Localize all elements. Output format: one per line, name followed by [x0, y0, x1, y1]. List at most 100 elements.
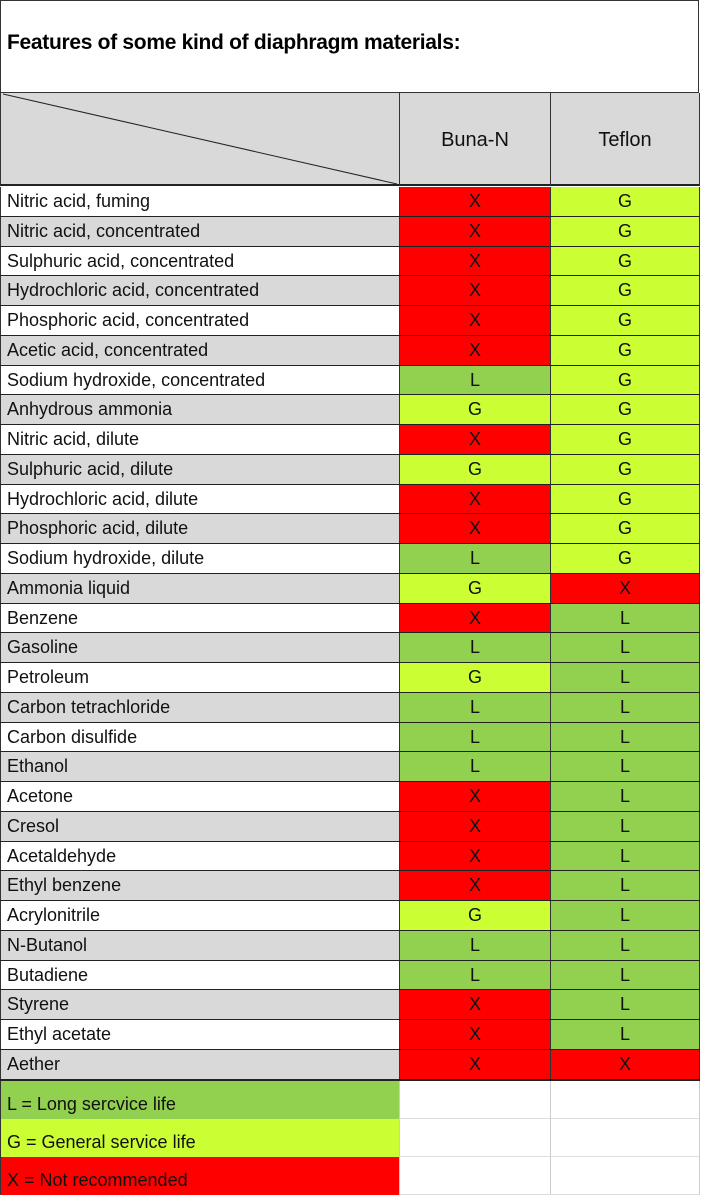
rating-buna-n: X — [399, 841, 550, 871]
rating-teflon: G — [550, 335, 700, 365]
column-header-teflon: Teflon — [550, 93, 700, 186]
chemical-name: Gasoline — [0, 633, 399, 662]
legend-row: L = Long sercvice life — [0, 1081, 700, 1119]
rating-buna-n: X — [399, 782, 550, 811]
rating-teflon: G — [550, 246, 700, 276]
chemical-name: Nitric acid, dilute — [0, 425, 399, 454]
rating-buna-n: L — [399, 960, 550, 990]
chemical-name: Ammonia liquid — [0, 573, 399, 603]
rating-teflon: L — [550, 692, 700, 722]
rating-buna-n: X — [399, 187, 550, 216]
rating-buna-n: X — [399, 425, 550, 454]
empty-cell — [550, 1081, 700, 1119]
chemical-name: Nitric acid, concentrated — [0, 216, 399, 246]
chemical-name: Styrene — [0, 990, 399, 1019]
table-row: N-Butanol L L — [0, 930, 700, 961]
rating-teflon: L — [550, 752, 700, 781]
chemical-name: N-Butanol — [0, 930, 399, 960]
rating-teflon: L — [550, 930, 700, 960]
rating-buna-n: X — [399, 276, 550, 305]
rating-buna-n: X — [399, 871, 550, 900]
rating-buna-n: X — [399, 811, 550, 841]
empty-cell — [399, 1081, 550, 1119]
rating-buna-n: G — [399, 573, 550, 603]
column-header-buna-n: Buna-N — [399, 93, 550, 186]
table-row: Styrene X L — [0, 990, 700, 1020]
table-row: Cresol X L — [0, 811, 700, 842]
empty-cell — [550, 1119, 700, 1157]
rating-buna-n: L — [399, 752, 550, 781]
table-row: Sulphuric acid, dilute G G — [0, 454, 700, 485]
rating-teflon: L — [550, 633, 700, 662]
rating-teflon: G — [550, 544, 700, 573]
rating-buna-n: X — [399, 484, 550, 514]
chemical-name: Carbon tetrachloride — [0, 692, 399, 722]
chemical-name: Sodium hydroxide, dilute — [0, 544, 399, 573]
rating-buna-n: G — [399, 395, 550, 424]
chemical-name: Ethyl acetate — [0, 1020, 399, 1049]
diagonal-divider-line — [2, 93, 398, 184]
rating-teflon: X — [550, 1049, 700, 1079]
chemical-name: Sulphuric acid, concentrated — [0, 246, 399, 276]
rating-buna-n: X — [399, 603, 550, 633]
table-title-cell: Features of some kind of diaphragm mater… — [0, 0, 699, 94]
table-row: Carbon disulfide L L — [0, 722, 700, 753]
rating-buna-n: G — [399, 454, 550, 484]
chemical-name: Acetone — [0, 782, 399, 811]
chemical-name: Petroleum — [0, 663, 399, 692]
table-row: Phosphoric acid, concentrated X G — [0, 306, 700, 336]
chemical-name: Carbon disulfide — [0, 722, 399, 752]
rating-buna-n: X — [399, 246, 550, 276]
rating-teflon: L — [550, 722, 700, 752]
chemical-name: Sodium hydroxide, concentrated — [0, 365, 399, 395]
rating-teflon: G — [550, 395, 700, 424]
rating-teflon: G — [550, 454, 700, 484]
rating-buna-n: L — [399, 365, 550, 395]
legend-label: X = Not recommended — [0, 1157, 399, 1195]
legend: L = Long sercvice life G = General servic… — [0, 1079, 700, 1195]
legend-row: G = General service life — [0, 1119, 700, 1157]
chemical-name: Benzene — [0, 603, 399, 633]
table-row: Sodium hydroxide, concentrated L G — [0, 365, 700, 396]
empty-cell — [550, 1157, 700, 1195]
chemical-name: Anhydrous ammonia — [0, 395, 399, 424]
rating-buna-n: L — [399, 633, 550, 662]
table-row: Petroleum G L — [0, 663, 700, 693]
table-title: Features of some kind of diaphragm mater… — [7, 31, 461, 54]
table-row: Ethanol L L — [0, 752, 700, 782]
chemical-name: Acrylonitrile — [0, 901, 399, 930]
table-row: Acetone X L — [0, 782, 700, 812]
legend-label: G = General service life — [0, 1119, 399, 1157]
table-row: Ethyl acetate X L — [0, 1020, 700, 1050]
table-body: Nitric acid, fuming X G Nitric acid, concen… — [0, 187, 700, 1080]
rating-buna-n: X — [399, 216, 550, 246]
rating-teflon: G — [550, 276, 700, 305]
table-row: Hydrochloric acid, dilute X G — [0, 484, 700, 515]
rating-buna-n: L — [399, 930, 550, 960]
rating-teflon: L — [550, 811, 700, 841]
table-row: Sodium hydroxide, dilute L G — [0, 544, 700, 574]
rating-teflon: L — [550, 990, 700, 1019]
chemical-name: Acetaldehyde — [0, 841, 399, 871]
rating-buna-n: L — [399, 722, 550, 752]
chemical-name: Aether — [0, 1049, 399, 1079]
table-row: Anhydrous ammonia G G — [0, 395, 700, 425]
rating-teflon: L — [550, 1020, 700, 1049]
rating-teflon: L — [550, 871, 700, 900]
rating-teflon: G — [550, 306, 700, 335]
table-row: Acetic acid, concentrated X G — [0, 335, 700, 366]
rating-teflon: L — [550, 663, 700, 692]
rating-teflon: G — [550, 365, 700, 395]
table-row: Acrylonitrile G L — [0, 901, 700, 931]
rating-buna-n: G — [399, 663, 550, 692]
table-row: Acetaldehyde X L — [0, 841, 700, 872]
rating-teflon: L — [550, 960, 700, 990]
rating-buna-n: X — [399, 514, 550, 543]
chemical-name: Hydrochloric acid, concentrated — [0, 276, 399, 305]
rating-teflon: L — [550, 782, 700, 811]
rating-buna-n: L — [399, 692, 550, 722]
column-header-label: Buna-N — [441, 129, 509, 151]
chemical-name: Ethanol — [0, 752, 399, 781]
table-row: Butadiene L L — [0, 960, 700, 991]
